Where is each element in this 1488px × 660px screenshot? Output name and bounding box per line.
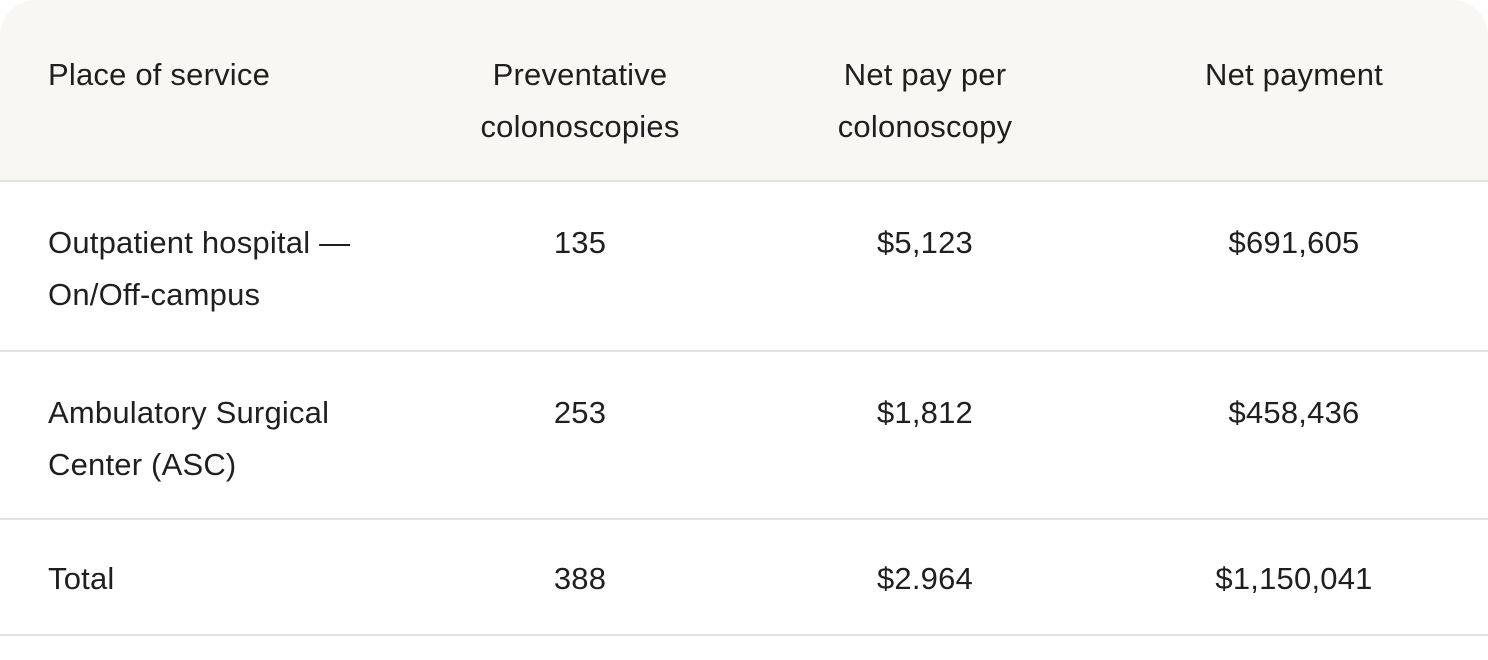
header-place-of-service: Place of service: [48, 57, 271, 92]
cell-net-pay-per: $5,123: [876, 225, 974, 260]
cell-colonoscopies: 135: [553, 225, 607, 260]
cell-place: Outpatient hospital — On/Off-campus: [48, 225, 351, 312]
cell-colonoscopies: 253: [553, 395, 607, 430]
table-row-total: Total 388 $2.964 $1,150,041: [0, 520, 1488, 636]
header-preventative-colonoscopies: Preventative colonoscopies: [480, 57, 680, 144]
table-row: Ambulatory Surgical Center (ASC) 253 $1,…: [0, 352, 1488, 520]
table-row: Outpatient hospital — On/Off-campus 135 …: [0, 182, 1488, 352]
cell-place: Ambulatory Surgical Center (ASC): [48, 395, 330, 482]
cell-net-pay-per: $1,812: [876, 395, 974, 430]
cell-place: Total: [48, 561, 115, 596]
cell-net-payment: $1,150,041: [1215, 561, 1373, 596]
cell-net-pay-per: $2.964: [876, 561, 974, 596]
header-net-pay-per-colonoscopy: Net pay per colonoscopy: [837, 57, 1013, 144]
table-header: Place of service Preventative colonoscop…: [0, 0, 1488, 182]
header-net-payment: Net payment: [1205, 57, 1383, 92]
cell-colonoscopies: 388: [553, 561, 607, 596]
cell-net-payment: $458,436: [1228, 395, 1360, 430]
cell-net-payment: $691,605: [1228, 225, 1360, 260]
